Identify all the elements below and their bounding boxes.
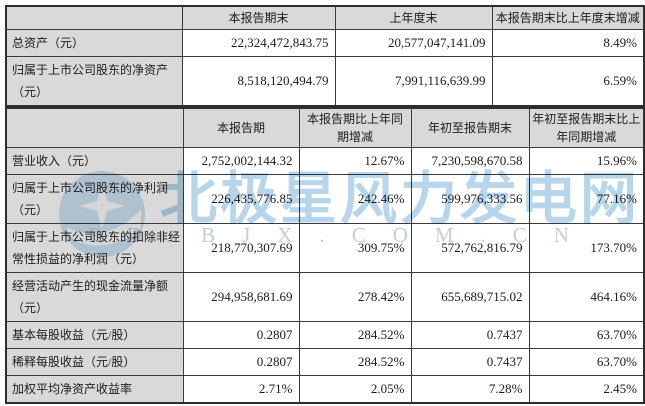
table-row: 经营活动产生的现金流量净额（元） 294,958,681.69 278.42% 655… <box>5 272 645 322</box>
value-cell: 63.70% <box>528 321 645 349</box>
value-cell: 0.7437 <box>410 348 530 376</box>
header-row: 本报告期 本报告期比上年同期增减 年初至报告期末 年初至报告期末比上年同期增减 <box>5 107 645 148</box>
header-cell: 上年度末 <box>334 5 493 30</box>
value-cell: 2,752,002,144.32 <box>182 147 300 175</box>
header-cell: 本报告期 <box>182 107 300 148</box>
table-row: 归属于上市公司股东的净资产（元） 8,518,120,494.79 7,991,11… <box>5 55 645 106</box>
header-cell: 本报告期末 <box>181 5 336 30</box>
row-label-cell: 归属于上市公司股东的净利润（元） <box>5 174 184 224</box>
row-label-cell: 基本每股收益（元/股） <box>5 321 184 349</box>
row-label-cell: 总资产（元） <box>5 28 183 57</box>
value-cell: 15.96% <box>528 147 645 175</box>
header-row: 本报告期末 上年度末 本报告期末比上年度末增减 <box>5 5 645 30</box>
value-cell: 7,230,598,670.58 <box>410 147 530 175</box>
value-cell: 655,689,715.02 <box>410 272 530 322</box>
value-cell: 2.05% <box>298 375 412 404</box>
value-cell: 6.59% <box>491 55 645 106</box>
value-cell: 63.70% <box>528 348 645 376</box>
value-cell: 599,976,333.56 <box>410 174 530 224</box>
value-cell: 284.52% <box>298 348 412 376</box>
value-cell: 8.49% <box>491 28 645 57</box>
value-cell: 294,958,681.69 <box>182 272 300 322</box>
header-cell: 年初至报告期末 <box>410 107 530 148</box>
value-cell: 218,770,307.69 <box>182 223 300 273</box>
value-cell: 226,435,776.85 <box>182 174 300 224</box>
value-cell: 2.71% <box>182 375 300 404</box>
value-cell: 242.46% <box>298 174 412 224</box>
table-row: 总资产（元） 22,324,472,843.75 20,577,047,141.09… <box>5 28 645 57</box>
row-label-cell: 稀释每股收益（元/股） <box>5 348 184 376</box>
value-cell: 12.67% <box>298 147 412 175</box>
value-cell: 572,762,816.79 <box>410 223 530 273</box>
value-cell: 77.16% <box>528 174 645 224</box>
value-cell: 0.2807 <box>182 321 300 349</box>
row-label-cell: 归属于上市公司股东的扣除非经常性损益的净利润（元） <box>5 223 184 273</box>
header-cell-empty <box>5 107 184 148</box>
row-label-cell: 加权平均净资产收益率 <box>5 375 184 404</box>
row-label-cell: 归属于上市公司股东的净资产（元） <box>5 55 183 106</box>
key-indicators-table-period-end: 本报告期末 上年度末 本报告期末比上年度末增减 总资产（元） 22,324,472,8… <box>5 5 645 107</box>
value-cell: 22,324,472,843.75 <box>181 28 336 57</box>
table-row: 营业收入（元） 2,752,002,144.32 12.67% 7,230,598,6… <box>5 147 645 175</box>
value-cell: 7.28% <box>410 375 530 404</box>
header-cell: 本报告期末比上年度末增减 <box>491 5 645 30</box>
value-cell: 0.7437 <box>410 321 530 349</box>
value-cell: 284.52% <box>298 321 412 349</box>
table-row: 基本每股收益（元/股） 0.2807 284.52% 0.7437 63.70% <box>5 321 645 349</box>
header-cell-empty <box>5 5 183 30</box>
value-cell: 309.75% <box>298 223 412 273</box>
header-cell: 年初至报告期末比上年同期增减 <box>528 107 645 148</box>
row-label-cell: 营业收入（元） <box>5 147 184 175</box>
row-label-cell: 经营活动产生的现金流量净额（元） <box>5 272 184 322</box>
value-cell: 8,518,120,494.79 <box>181 55 336 106</box>
table-row: 加权平均净资产收益率 2.71% 2.05% 7.28% 2.45% <box>5 375 645 404</box>
value-cell: 7,991,116,639.99 <box>334 55 493 106</box>
key-indicators-table-reporting-period: 本报告期 本报告期比上年同期增减 年初至报告期末 年初至报告期末比上年同期增减 营业收… <box>5 107 645 404</box>
table-row: 归属于上市公司股东的净利润（元） 226,435,776.85 242.46% 599… <box>5 174 645 224</box>
value-cell: 2.45% <box>528 375 645 404</box>
table-row: 稀释每股收益（元/股） 0.2807 284.52% 0.7437 63.70% <box>5 348 645 376</box>
value-cell: 278.42% <box>298 272 412 322</box>
header-cell: 本报告期比上年同期增减 <box>298 107 412 148</box>
value-cell: 464.16% <box>528 272 645 322</box>
value-cell: 0.2807 <box>182 348 300 376</box>
value-cell: 20,577,047,141.09 <box>334 28 493 57</box>
table-row: 归属于上市公司股东的扣除非经常性损益的净利润（元） 218,770,307.69 3… <box>5 223 645 273</box>
value-cell: 173.70% <box>528 223 645 273</box>
